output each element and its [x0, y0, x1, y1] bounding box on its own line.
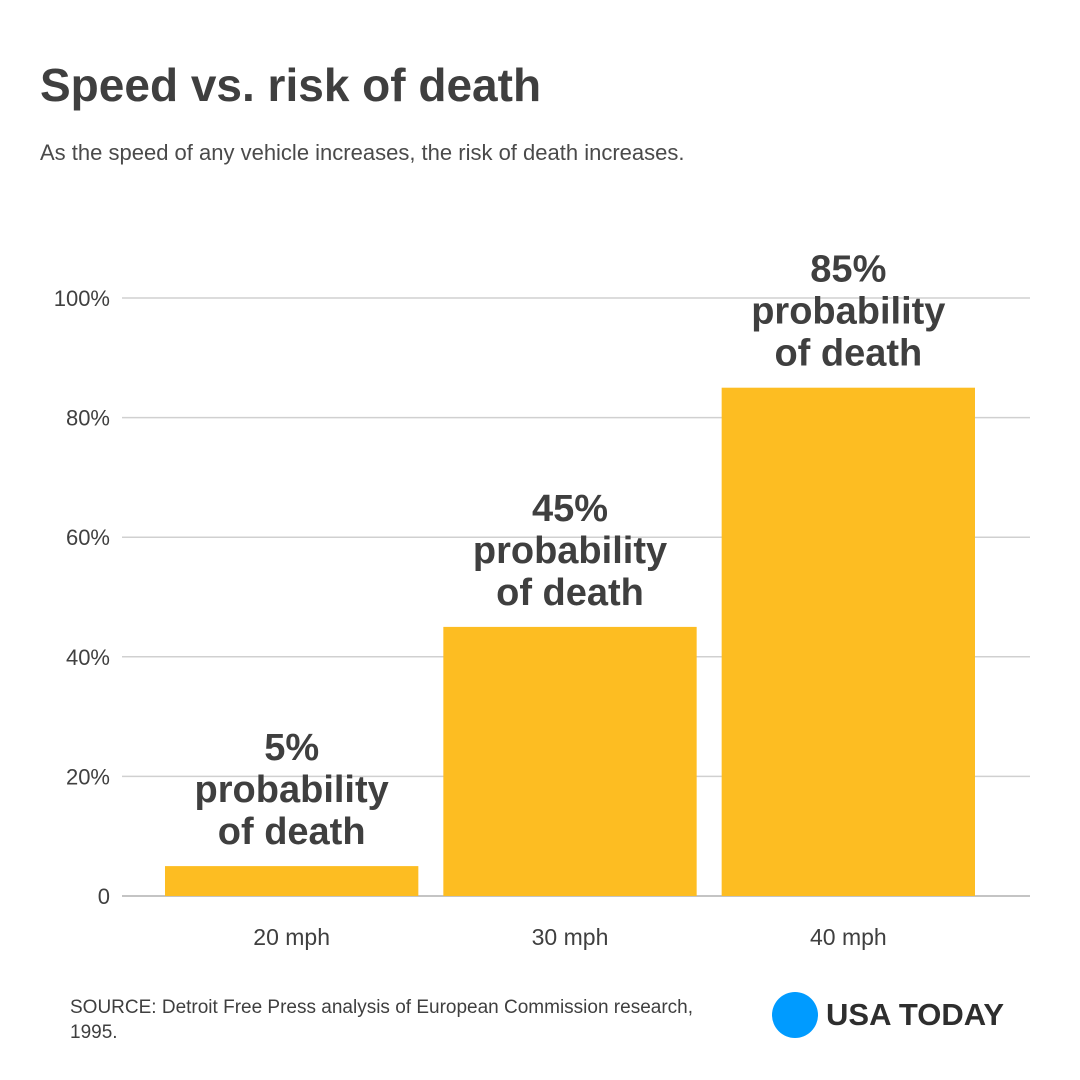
- y-tick-label: 20%: [66, 764, 110, 789]
- y-tick-label: 60%: [66, 525, 110, 550]
- data-label: 45% probability of death: [473, 488, 667, 614]
- y-tick-label: 80%: [66, 406, 110, 431]
- usa-today-dot-icon: [772, 992, 818, 1038]
- bar-chart: 0 20% 40% 60% 80% 100% 20 mph 5% probability of …: [54, 249, 1030, 950]
- bar: [165, 866, 419, 896]
- chart-title: Speed vs. risk of death: [40, 59, 542, 111]
- y-tick-label: 40%: [66, 645, 110, 670]
- x-tick-label: 20 mph: [253, 924, 330, 950]
- source-note: SOURCE: Detroit Free Press analysis of E…: [70, 997, 694, 1043]
- data-label: 85% probability of death: [751, 249, 945, 375]
- bar: [721, 387, 975, 896]
- usa-today-logo: USA TODAY: [772, 992, 1004, 1038]
- data-label: 5% probability of death: [195, 727, 389, 853]
- chart-subtitle: As the speed of any vehicle increases, t…: [40, 140, 685, 165]
- y-tick-label: 0: [98, 884, 110, 909]
- bar: [443, 626, 697, 896]
- y-tick-label: 100%: [54, 286, 110, 311]
- x-tick-label: 40 mph: [810, 924, 887, 950]
- usa-today-wordmark: USA TODAY: [826, 997, 1005, 1032]
- x-tick-label: 30 mph: [532, 924, 609, 950]
